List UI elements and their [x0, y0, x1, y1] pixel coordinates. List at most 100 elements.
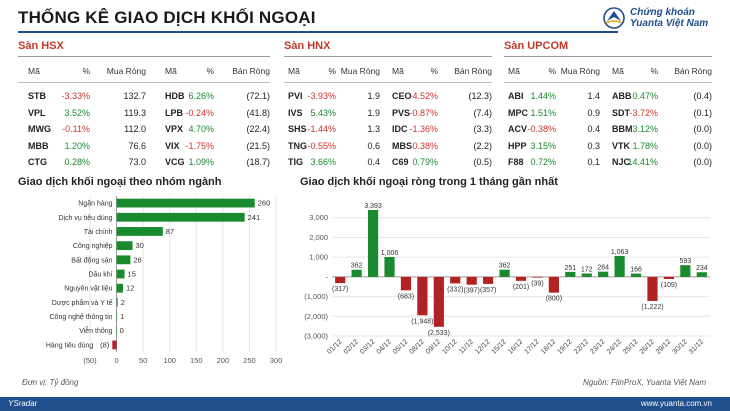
- category-label: Hàng tiêu dùng: [46, 342, 94, 349]
- table-row[interactable]: MPC 1.51% 0.9 SDT -3.72% (0.1): [504, 106, 712, 120]
- bar: [116, 227, 163, 236]
- x-tick-label: 200: [217, 356, 230, 365]
- data-label: (397): [464, 288, 480, 295]
- pct-change-cell: 1.20%: [64, 140, 90, 151]
- data-label: (2,533): [428, 330, 450, 337]
- data-label: 172: [581, 266, 593, 273]
- column-header: Bán Ròng: [674, 66, 712, 76]
- net-sell-cell: (72.1): [246, 91, 270, 101]
- column-header: Mã: [28, 66, 40, 76]
- header-divider: [504, 82, 712, 83]
- data-label: 12: [126, 284, 134, 293]
- bar: [680, 265, 691, 277]
- pct-change-cell: 0.47%: [632, 91, 658, 101]
- bar: [515, 276, 527, 281]
- net-buy-cell: 76.6: [128, 140, 146, 151]
- category-label: Tài chính: [84, 229, 113, 236]
- x-tick-label: 150: [190, 356, 203, 365]
- table-row[interactable]: IVS 5.43% 1.9 PVS -0.87% (7.4): [284, 106, 492, 120]
- category-label: Công nghiệp: [73, 243, 113, 250]
- bar: [351, 269, 362, 277]
- column-header: Mua Ròng: [560, 66, 600, 76]
- ticker-cell: ABI: [508, 91, 524, 101]
- net-buy-cell: 1.9: [367, 107, 380, 118]
- bar: [663, 276, 675, 280]
- pct-change-cell: -0.38%: [409, 140, 438, 151]
- data-label: (39): [531, 281, 543, 288]
- bar: [116, 312, 118, 321]
- table-row[interactable]: ACV -0.38% 0.4 BBM 3.12% (0.0): [504, 122, 712, 136]
- table-row[interactable]: CTG 0.28% 73.0 VCG 1.09% (18.7): [18, 155, 270, 169]
- bar: [116, 241, 133, 251]
- table-row[interactable]: ABI 1.44% 1.4 ABB 0.47% (0.4): [504, 89, 712, 103]
- ticker-cell: MWG: [28, 124, 51, 134]
- table-row[interactable]: SHS -1.44% 1.3 IDC -1.36% (3.3): [284, 122, 492, 136]
- pct-change-cell: 6.26%: [188, 91, 214, 101]
- data-label: 1,063: [611, 249, 629, 256]
- bar: [532, 276, 543, 278]
- pct-change-cell: 0.72%: [530, 157, 556, 167]
- x-tick-label: 23/12: [589, 338, 606, 355]
- bar: [647, 276, 658, 301]
- x-tick-label: 24/12: [606, 338, 623, 355]
- pct-change-cell: 3.15%: [530, 140, 556, 151]
- bar: [116, 297, 118, 307]
- y-tick-label: (2,000): [304, 312, 328, 321]
- data-label: (800): [546, 296, 562, 303]
- bar: [483, 276, 494, 284]
- x-tick-label: 18/12: [540, 338, 557, 355]
- footer-bar: YSradar www.yuanta.com.vn: [0, 397, 730, 411]
- net-sell-cell: (0.0): [693, 124, 712, 134]
- bar: [116, 283, 123, 293]
- bar: [417, 276, 428, 316]
- table-row[interactable]: MWG -0.11% 112.0 VPX 4.70% (22.4): [18, 122, 270, 136]
- table-divider: [284, 56, 492, 57]
- net-sell-cell: (7.4): [473, 107, 492, 118]
- data-label: 593: [680, 258, 692, 265]
- x-tick-label: 08/12: [408, 338, 425, 355]
- pct-change-cell: 0.79%: [412, 157, 438, 167]
- table-row[interactable]: MBB 1.20% 76.6 VIX -1.75% (21.5): [18, 139, 270, 153]
- net-sell-cell: (0.5): [473, 157, 492, 167]
- ticker-cell: VPX: [165, 124, 184, 134]
- ticker-cell: STB: [28, 91, 46, 101]
- pct-change-cell: -0.24%: [185, 107, 214, 118]
- table-row[interactable]: VPL 3.52% 119.3 LPB -0.24% (41.8): [18, 106, 270, 120]
- pct-change-cell: 0.28%: [64, 157, 90, 167]
- ysradar-brand: YSradar: [8, 399, 38, 408]
- table-row[interactable]: F88 0.72% 0.1 NJC 14.41% (0.0): [504, 155, 712, 169]
- table-row[interactable]: TNG -0.55% 0.6 MBS -0.38% (2.2): [284, 139, 492, 153]
- website-link[interactable]: www.yuanta.com.vn: [640, 399, 712, 408]
- table-row[interactable]: PVI -3.93% 1.9 CEO -4.52% (12.3): [284, 89, 492, 103]
- ticker-cell: IDC: [392, 124, 408, 134]
- ticker-cell: VTK: [612, 140, 630, 151]
- ticker-cell: VIX: [165, 140, 180, 151]
- net-sell-cell: (21.5): [246, 140, 270, 151]
- category-label: Công nghệ thông tin: [50, 314, 113, 321]
- bar: [433, 276, 444, 327]
- net-buy-cell: 1.9: [367, 91, 380, 101]
- x-tick-label: 11/12: [458, 338, 475, 355]
- x-tick-label: 02/12: [343, 338, 360, 355]
- net-buy-cell: 0.4: [367, 157, 380, 167]
- column-header: Mã: [508, 66, 520, 76]
- x-tick-label: (50): [83, 356, 97, 365]
- pct-change-cell: -1.75%: [185, 140, 214, 151]
- logo-line-2: Yuanta Việt Nam: [630, 18, 709, 29]
- bar: [466, 276, 477, 285]
- table-title: Sàn HSX: [18, 40, 64, 52]
- ticker-cell: HPP: [508, 140, 527, 151]
- x-tick-label: 31/12: [688, 338, 705, 355]
- pct-change-cell: 3.66%: [310, 157, 336, 167]
- net-buy-cell: 1.4: [587, 91, 600, 101]
- yuanta-logo: Chứng khoán Yuanta Việt Nam: [602, 6, 712, 32]
- table-row[interactable]: TIG 3.66% 0.4 C69 0.79% (0.5): [284, 155, 492, 169]
- yuanta-logo-icon: [603, 7, 625, 29]
- table-row[interactable]: HPP 3.15% 0.3 VTK 1.78% (0.0): [504, 139, 712, 153]
- category-label: Dịch vụ tiêu dùng: [58, 215, 112, 222]
- data-label: 260: [258, 199, 271, 208]
- net-buy-cell: 0.9: [587, 107, 600, 118]
- bar: [335, 276, 346, 284]
- table-row[interactable]: STB -3.33% 132.7 HDB 6.26% (72.1): [18, 89, 270, 103]
- pct-change-cell: -3.72%: [629, 107, 658, 118]
